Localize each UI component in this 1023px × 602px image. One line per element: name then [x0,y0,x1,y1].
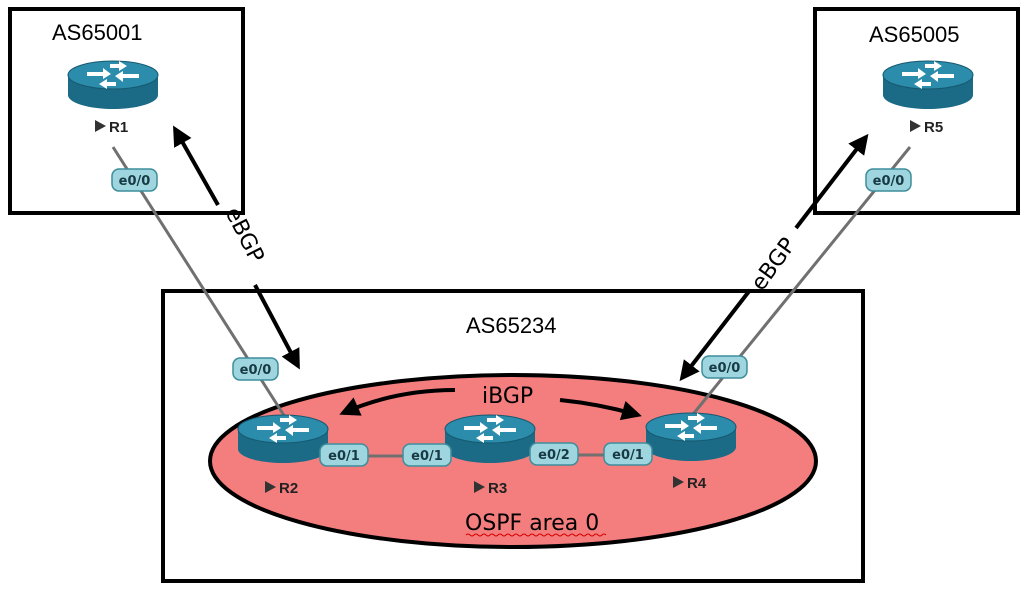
interface-r2-e00[interactable]: e0/0 [232,357,279,381]
router-r2[interactable] [237,414,329,464]
as-box-right [813,7,1020,215]
ebgp-arrow-right-lower [679,288,752,382]
ibgp-label: iBGP [482,384,533,409]
svg-text:e0/1: e0/1 [411,449,443,464]
router-label-r3: R3 [488,480,507,497]
interface-r5-e00[interactable]: e0/0 [865,168,912,192]
play-icon [95,120,106,132]
router-label-r2: R2 [279,480,298,497]
interface-r4-e00[interactable]: e0/0 [701,355,748,379]
router-label-r4: R4 [687,475,707,492]
router-r3[interactable] [444,414,536,464]
as-label-core: AS65234 [466,313,557,338]
svg-text:e0/0: e0/0 [873,174,905,189]
ibgp-arrow-right [559,398,642,421]
interface-r2-e01[interactable]: e0/1 [319,443,369,467]
interface-r1-e00[interactable]: e0/0 [111,168,158,192]
as-label-right: AS65005 [869,22,960,47]
router-r1[interactable] [67,60,159,110]
play-icon [910,120,921,132]
interface-r4-e01[interactable]: e0/1 [603,442,653,466]
as-label-left: AS65001 [52,20,143,45]
play-icon [474,481,485,493]
router-label-r5: R5 [924,119,943,136]
router-r5[interactable] [882,60,974,110]
svg-text:e0/1: e0/1 [612,448,644,463]
play-icon [673,476,684,488]
ebgp-arrow-left-lower [253,284,300,370]
router-r4[interactable] [645,412,737,462]
svg-text:e0/0: e0/0 [709,361,741,376]
interface-r3-e02[interactable]: e0/2 [529,442,579,466]
svg-text:e0/2: e0/2 [538,448,570,463]
spellcheck-underline [465,533,607,537]
ebgp-arrow-left-upper [173,125,220,206]
ebgp-label-left: eBGP [220,203,269,267]
interface-r3-e01[interactable]: e0/1 [402,443,452,467]
ibgp-arrow-left [339,388,456,416]
as-box-left [8,7,245,215]
svg-text:e0/1: e0/1 [328,449,360,464]
svg-text:e0/0: e0/0 [240,363,272,378]
ebgp-label-right: eBGP [747,233,802,295]
svg-text:e0/0: e0/0 [119,174,151,189]
as-box-core [161,289,865,583]
ebgp-arrow-right-upper [794,133,869,230]
router-label-r1: R1 [109,119,128,136]
ospf-label: OSPF area 0 [465,511,599,536]
play-icon [265,481,276,493]
